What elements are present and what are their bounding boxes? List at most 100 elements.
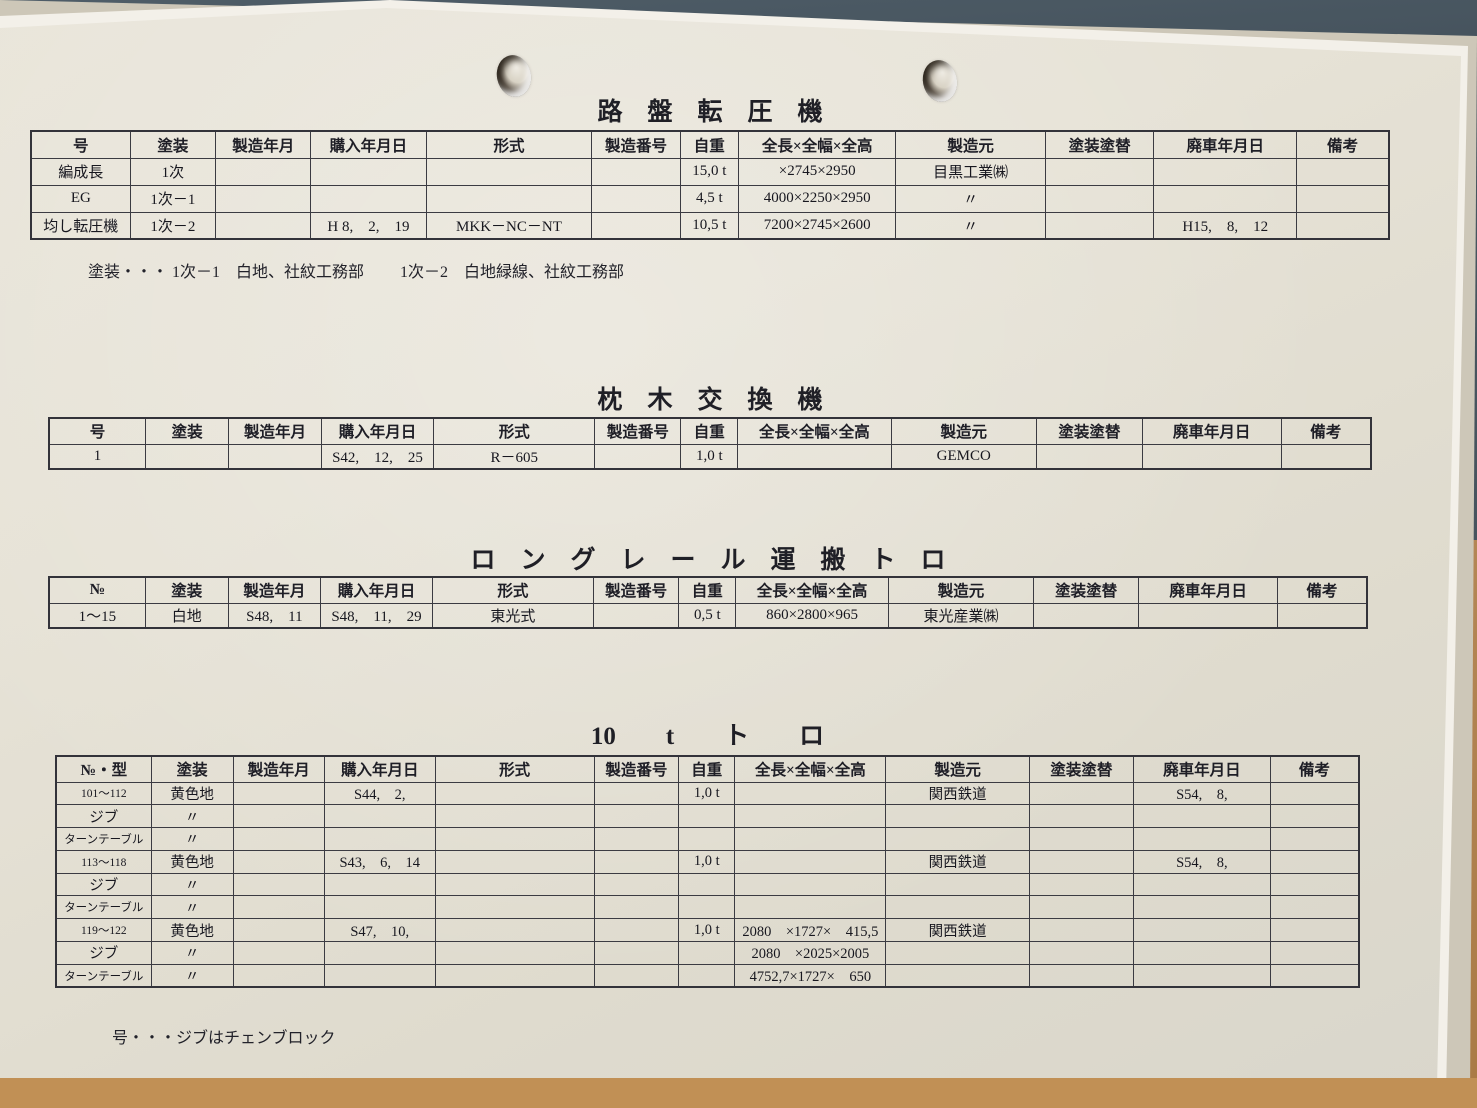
table-cell: 〃 bbox=[150, 963, 234, 988]
column-header: 購入年月日 bbox=[319, 576, 434, 604]
table-cell: 4000×2250×2950 bbox=[737, 184, 897, 213]
table-cell bbox=[1044, 184, 1155, 213]
table-cell: 2080 ×1727× 415,5 bbox=[734, 918, 887, 943]
table-cell: 2080 ×2025×2005 bbox=[734, 941, 887, 965]
table-cell: 1,0 t bbox=[678, 849, 736, 874]
table-cell bbox=[1044, 157, 1155, 186]
table-cell: S42, 12, 25 bbox=[320, 443, 435, 470]
table-cell bbox=[1269, 872, 1360, 897]
table-cell bbox=[1269, 918, 1360, 943]
column-header: 塗装 bbox=[144, 417, 230, 445]
equipment-table: 号塗装 製造年月 購入年月日 形式 製造番号 自重 全長×全幅×全高 製造元 塗装塗替 廃車年月日… bbox=[30, 130, 1390, 240]
column-header: 全長×全幅×全高 bbox=[735, 576, 889, 604]
table-header-row: 号塗装 製造年月 購入年月日 形式 製造番号 自重 全長×全幅×全高 製造元 塗装塗替 廃車年月日… bbox=[30, 130, 1390, 159]
table-cell bbox=[678, 872, 736, 897]
table-cell: GEMCO bbox=[890, 443, 1037, 470]
paint-note: 塗装・・・ 1次－1 白地、社紋工務部 1次－2 白地緑線、社紋工務部 bbox=[88, 264, 625, 281]
table-cell bbox=[1028, 963, 1135, 988]
table-cell bbox=[885, 941, 1030, 965]
table-cell: 1次 bbox=[129, 157, 217, 186]
table-cell: 101〜112 bbox=[55, 781, 152, 806]
column-header: 購入年月日 bbox=[323, 755, 436, 783]
table-cell: 〃 bbox=[150, 941, 234, 965]
table-cell bbox=[592, 602, 680, 629]
table-cell: 4,5 t bbox=[679, 184, 739, 213]
column-header: 製造年月 bbox=[232, 755, 325, 783]
column-header: 自重 bbox=[678, 576, 737, 604]
table-cell bbox=[1028, 941, 1135, 965]
table-row: ターンテーブル〃 bbox=[55, 827, 1360, 851]
table-cell bbox=[232, 827, 325, 851]
table-cell bbox=[1028, 827, 1135, 851]
table-cell bbox=[1269, 963, 1360, 988]
column-header: 形式 bbox=[425, 130, 593, 159]
table-cell bbox=[215, 157, 312, 186]
table-cell bbox=[885, 963, 1030, 988]
table-cell bbox=[1141, 443, 1282, 470]
table-long-rail-trolley: № 塗装 製造年月 購入年月日 形式 製造番号 自重 全長×全幅×全高 製造元 塗装塗替 廃車年月日… bbox=[48, 576, 1368, 629]
table-title-long-rail-trolley: ロ ン グ レ ー ル 運 搬 ト ロ bbox=[470, 547, 946, 574]
table-cell: 10,5 t bbox=[679, 211, 739, 240]
table-row: 1〜15 白地 S48, 11 S48, 11, 29 東光式 0,5 t 860×2800… bbox=[48, 602, 1368, 629]
table-cell: EG bbox=[30, 184, 131, 213]
column-header: 製造年月 bbox=[228, 417, 322, 445]
column-header: № bbox=[48, 576, 146, 604]
table-cell bbox=[1269, 804, 1360, 829]
table-cell bbox=[1276, 602, 1368, 629]
table-cell bbox=[1028, 804, 1135, 829]
table-cell: S48, 11, 29 bbox=[319, 602, 434, 629]
table-cell bbox=[1296, 184, 1390, 213]
column-header: 全長×全幅×全高 bbox=[734, 755, 887, 783]
table-cell bbox=[323, 804, 436, 829]
column-header: 塗装 bbox=[150, 755, 234, 783]
column-header: 自重 bbox=[678, 755, 736, 783]
column-header: 製造元 bbox=[887, 576, 1034, 604]
table-cell: 〃 bbox=[895, 184, 1046, 213]
table-row: ジブ〃 bbox=[55, 872, 1360, 897]
table-cell bbox=[885, 804, 1030, 829]
table-cell bbox=[1133, 872, 1271, 897]
table-cell bbox=[593, 872, 680, 897]
column-header: 製造年月 bbox=[227, 576, 321, 604]
column-header: 製造元 bbox=[895, 130, 1046, 159]
table-cell bbox=[1028, 781, 1135, 806]
table-cell bbox=[734, 872, 887, 897]
column-header: 廃車年月日 bbox=[1133, 755, 1271, 783]
table-cell bbox=[1153, 157, 1298, 186]
table-cell bbox=[434, 941, 595, 965]
column-header: 形式 bbox=[434, 755, 595, 783]
column-header: 製造年月 bbox=[215, 130, 312, 159]
table-row: 編成長 1次 15,0 t ×2745×2950 目黒工業㈱ bbox=[30, 157, 1390, 186]
table-cell bbox=[1028, 849, 1135, 874]
table-cell bbox=[434, 895, 595, 920]
table-cell bbox=[593, 804, 680, 829]
table-cell: H15, 8, 12 bbox=[1153, 211, 1298, 240]
table-cell: 0,5 t bbox=[678, 602, 737, 629]
table-cell bbox=[1153, 184, 1298, 213]
table-cell bbox=[232, 849, 325, 874]
table-cell: 1,0 t bbox=[680, 443, 739, 470]
table-cell: 1次－1 bbox=[129, 184, 217, 213]
table-cell: S43, 6, 14 bbox=[323, 849, 436, 874]
table-cell bbox=[734, 895, 887, 920]
equipment-table: №・型 塗装 製造年月 購入年月日 形式 製造番号 自重 全長×全幅×全高 製造元 塗装塗替 廃車年… bbox=[55, 755, 1360, 989]
column-header: 号 bbox=[30, 130, 131, 159]
column-header: 購入年月日 bbox=[310, 130, 427, 159]
table-cell: 860×2800×965 bbox=[735, 602, 889, 629]
table-cell: 白地 bbox=[144, 602, 229, 629]
table-cell bbox=[1296, 211, 1390, 240]
column-header: 形式 bbox=[433, 417, 596, 445]
table-cell: 〃 bbox=[150, 804, 234, 829]
table-cell bbox=[434, 872, 595, 897]
table-cell bbox=[425, 157, 593, 186]
table-cell: 7200×2745×2600 bbox=[737, 211, 897, 240]
table-cell: 目黒工業㈱ bbox=[895, 157, 1046, 186]
table-cell bbox=[593, 827, 680, 851]
table-cell bbox=[885, 895, 1030, 920]
table-cell bbox=[1133, 895, 1271, 920]
table-cell: ターンテーブル bbox=[55, 827, 152, 851]
column-header: 製造番号 bbox=[593, 755, 680, 783]
table-row: 均し転圧機 1次－2 H 8, 2, 19 MKK－NC－NT 10,5 t 7200×2… bbox=[30, 211, 1390, 240]
table-cell bbox=[734, 849, 887, 874]
